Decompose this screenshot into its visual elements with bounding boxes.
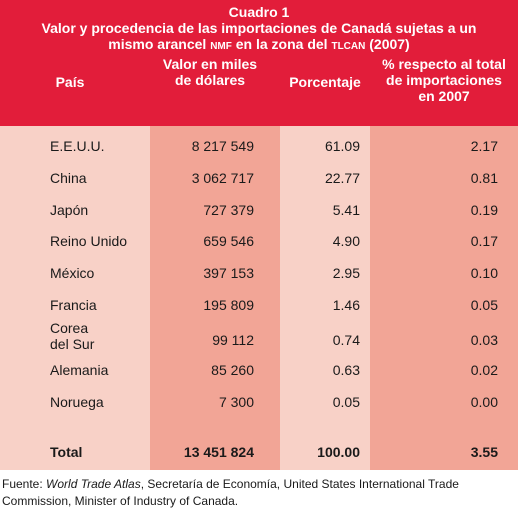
row-3-porcentaje: 5.41 <box>332 202 360 218</box>
row-5-share: 0.10 <box>470 265 498 281</box>
row-2-pais: China <box>50 170 87 186</box>
column-pais-bg <box>0 126 150 470</box>
row-6-pais: Francia <box>50 297 97 313</box>
row-3-pais: Japón <box>50 202 89 218</box>
row-9-porcentaje: 0.05 <box>332 394 360 410</box>
row-3-share: 0.19 <box>470 202 498 218</box>
header-share: % respecto al total de importaciones en … <box>382 56 506 104</box>
row-9-share: 0.00 <box>470 394 498 410</box>
column-valor-bg <box>150 126 280 470</box>
row-4-porcentaje: 4.90 <box>332 233 360 249</box>
source-note: Fuente: World Trade Atlas, Secretaría de… <box>2 477 459 508</box>
header-porcentaje: Porcentaje <box>289 74 361 90</box>
row-7-pais: Corea del Sur <box>50 320 95 352</box>
row-7-porcentaje: 0.74 <box>332 332 360 348</box>
row-9-valor: 7 300 <box>218 394 254 410</box>
row-1-pais: E.E.U.U. <box>50 138 105 154</box>
caption-line-1: Cuadro 1 <box>228 4 290 20</box>
total-porcentaje: 100.00 <box>317 444 360 460</box>
caption-line-2: Valor y procedencia de las importaciones… <box>41 20 477 36</box>
row-6-porcentaje: 1.46 <box>332 297 360 313</box>
row-4-share: 0.17 <box>470 233 498 249</box>
table-header: Cuadro 1 Valor y procedencia de las impo… <box>0 0 518 126</box>
column-porcentaje-bg <box>280 126 370 470</box>
total-pais: Total <box>50 444 83 460</box>
row-9-pais: Noruega <box>50 394 104 410</box>
row-2-share: 0.81 <box>470 170 498 186</box>
row-6-valor: 195 809 <box>203 297 254 313</box>
row-1-porcentaje: 61.09 <box>324 138 360 154</box>
caption-line-3: mismo arancel NMF en la zona del TLCAN (… <box>108 36 410 52</box>
row-4-pais: Reino Unido <box>50 233 128 249</box>
row-8-pais: Alemania <box>50 362 109 378</box>
total-valor: 13 451 824 <box>183 444 254 460</box>
header-valor: Valor en miles de dólares <box>162 56 258 88</box>
row-2-valor: 3 062 717 <box>191 170 254 186</box>
row-3-valor: 727 379 <box>203 202 254 218</box>
row-8-porcentaje: 0.63 <box>332 362 360 378</box>
row-4-valor: 659 546 <box>203 233 254 249</box>
row-8-valor: 85 260 <box>211 362 254 378</box>
imports-table: Cuadro 1 Valor y procedencia de las impo… <box>0 0 518 470</box>
row-2-porcentaje: 22.77 <box>324 170 360 186</box>
row-6-share: 0.05 <box>470 297 498 313</box>
row-8-share: 0.02 <box>470 362 498 378</box>
row-5-porcentaje: 2.95 <box>332 265 360 281</box>
row-7-share: 0.03 <box>470 332 498 348</box>
table-caption: Cuadro 1 Valor y procedencia de las impo… <box>0 4 518 55</box>
table-body: E.E.U.U. 8 217 549 61.09 2.17 China 3 06… <box>0 126 518 470</box>
column-share-bg <box>370 126 518 470</box>
row-5-valor: 397 153 <box>203 265 254 281</box>
row-1-share: 2.17 <box>470 138 498 154</box>
row-7-valor: 99 112 <box>212 332 254 348</box>
total-share: 3.55 <box>470 444 498 460</box>
header-pais: País <box>55 74 85 90</box>
row-1-valor: 8 217 549 <box>191 138 254 154</box>
row-5-pais: México <box>50 265 95 281</box>
